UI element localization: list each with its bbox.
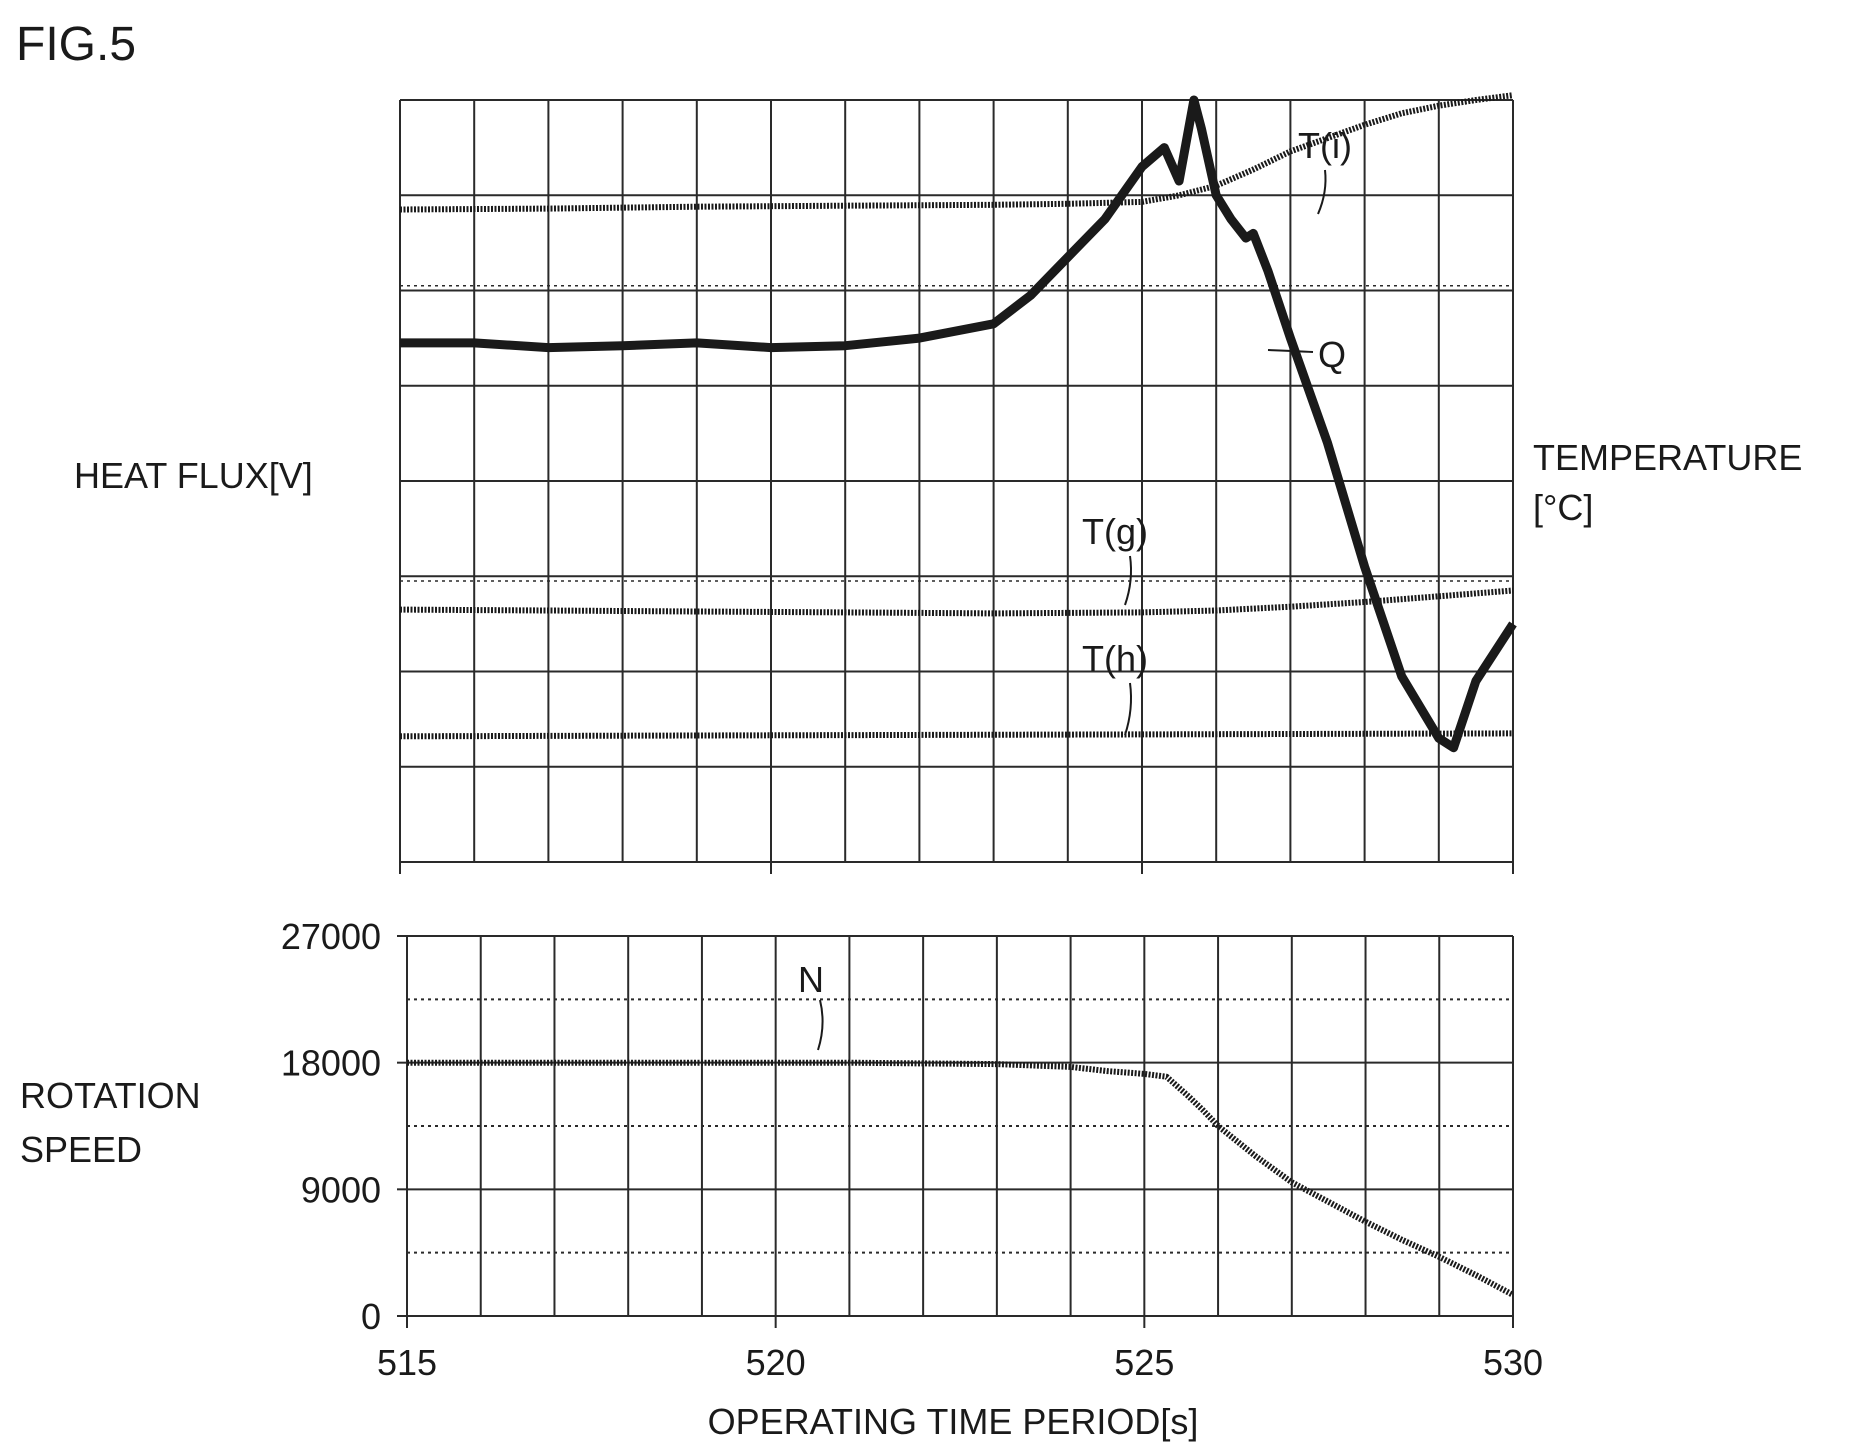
- series-line-tg: [399, 587, 1514, 617]
- temperature-axis-label-line1: TEMPERATURE: [1533, 437, 1802, 478]
- y-tick-label: 27000: [281, 916, 381, 957]
- rotation-speed-tick-labels: 0 9000 18000 27000: [281, 916, 381, 1337]
- figure-label: FIG.5: [16, 18, 136, 71]
- y-tick-label: 9000: [301, 1169, 381, 1210]
- series-label-tg: T(g): [1082, 511, 1148, 552]
- top-chart-series-labels: T(i) Q T(g) T(h): [1082, 125, 1352, 736]
- series-leader-th: [1124, 682, 1132, 736]
- series-line-n: [407, 1059, 1515, 1298]
- series-leader-q: [1267, 349, 1314, 353]
- series-label-ti: T(i): [1298, 125, 1352, 166]
- bottom-chart-series-labels: N: [798, 959, 824, 1051]
- series-label-th: T(h): [1082, 638, 1148, 679]
- top-chart-grid: [399, 99, 1514, 874]
- heat-flux-axis-label: HEAT FLUX[V]: [74, 455, 313, 496]
- rotation-speed-axis-label-line2: SPEED: [20, 1129, 142, 1170]
- time-axis-label: OPERATING TIME PERIOD[s]: [708, 1401, 1199, 1442]
- bottom-chart-grid: [397, 935, 1514, 1328]
- x-tick-label: 515: [377, 1342, 437, 1383]
- top-chart-series: [399, 92, 1517, 753]
- temperature-axis-label-line2: [°C]: [1533, 487, 1593, 528]
- series-leader-tg: [1124, 555, 1132, 606]
- y-tick-label: 0: [361, 1296, 381, 1337]
- time-tick-labels: 515 520 525 530: [377, 1342, 1543, 1383]
- series-line-ti: [399, 92, 1514, 213]
- x-tick-label: 530: [1483, 1342, 1543, 1383]
- bottom-chart-series: [407, 1059, 1515, 1298]
- series-label-n: N: [798, 959, 824, 1000]
- x-tick-label: 520: [746, 1342, 806, 1383]
- series-leader-n: [817, 999, 824, 1051]
- series-label-q: Q: [1318, 334, 1346, 375]
- rotation-speed-axis-label-line1: ROTATION: [20, 1075, 201, 1116]
- y-tick-label: 18000: [281, 1043, 381, 1084]
- heat-flux-chart: T(i) Q T(g) T(h) HEAT FLUX[V] TEMPERATURE […: [74, 92, 1802, 874]
- series-line-q: [400, 95, 1517, 753]
- x-tick-label: 525: [1114, 1342, 1174, 1383]
- series-leader-ti: [1317, 169, 1327, 215]
- series-line-th: [399, 730, 1514, 740]
